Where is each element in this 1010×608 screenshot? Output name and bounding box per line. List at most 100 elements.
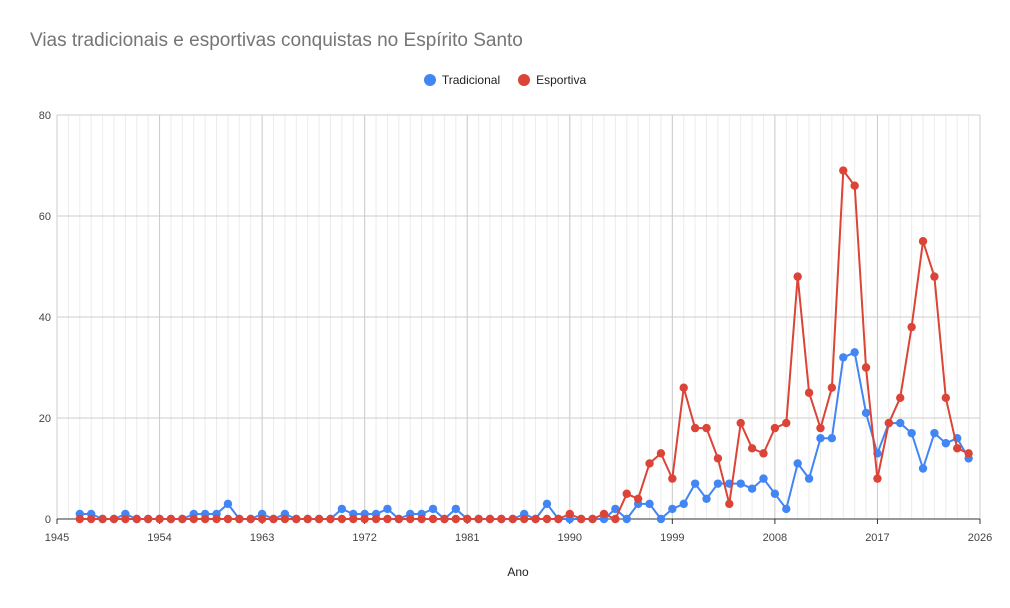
x-tick-label: 2017 [865,532,889,544]
data-point-esportiva [223,514,233,524]
data-point-esportiva [964,449,973,458]
data-point-tradicional [770,489,780,498]
data-point-esportiva [725,499,734,509]
data-point-esportiva [189,514,198,524]
data-point-esportiva [736,418,745,428]
data-point-esportiva [143,514,153,524]
data-point-esportiva [668,474,677,483]
data-point-tradicional [223,499,233,509]
data-point-esportiva [896,393,905,402]
data-point-esportiva [839,166,848,175]
data-point-tradicional [827,434,837,443]
data-point-esportiva [497,514,506,524]
data-point-esportiva [200,514,210,524]
data-point-esportiva [679,383,688,392]
y-tick-label: 0 [45,514,51,526]
data-point-tradicional [337,504,347,514]
data-point-tradicional [861,408,871,418]
data-point-tradicional [611,504,620,514]
data-point-esportiva [656,449,666,458]
data-point-esportiva [212,514,221,524]
data-point-esportiva [622,489,631,498]
legend-item-tradicional[interactable]: Tradicional [423,73,501,87]
data-point-esportiva [816,423,825,433]
data-point-tradicional [804,474,814,483]
data-point-esportiva [280,514,290,524]
data-point-esportiva [770,423,780,433]
data-point-esportiva [75,514,84,524]
y-tick-label: 80 [39,110,51,122]
data-point-esportiva [690,423,700,433]
x-tick-label: 1945 [45,532,69,544]
data-point-esportiva [269,514,278,524]
data-point-esportiva [713,454,723,463]
data-point-tradicional [383,504,392,514]
data-point-esportiva [383,514,392,524]
data-point-esportiva [827,383,837,392]
data-point-esportiva [702,423,711,433]
data-point-esportiva [508,514,518,524]
data-point-tradicional [542,499,552,509]
data-point-esportiva [918,237,928,246]
data-point-esportiva [588,514,597,524]
data-point-esportiva [485,514,495,524]
data-point-tradicional [918,464,928,473]
data-point-esportiva [474,514,483,524]
data-point-esportiva [576,514,586,524]
data-point-esportiva [246,514,255,524]
data-point-tradicional [656,514,666,524]
x-tick-label: 1981 [455,532,479,544]
data-point-esportiva [554,514,563,524]
data-point-esportiva [440,514,449,524]
data-point-esportiva [953,444,962,453]
data-point-tradicional [793,459,802,468]
x-tick-label: 1999 [660,532,684,544]
data-point-tradicional [816,434,825,443]
data-point-esportiva [519,514,529,524]
data-point-tradicional [679,499,688,509]
data-point-esportiva [941,393,951,402]
data-point-esportiva [428,514,438,524]
data-point-tradicional [668,504,677,514]
legend-marker-tradicional [423,74,436,86]
data-point-tradicional [850,348,859,357]
data-point-esportiva [371,514,381,524]
x-tick-label: 1954 [147,532,171,544]
data-point-tradicional [690,479,700,488]
data-point-esportiva [257,514,267,524]
data-point-esportiva [633,494,643,503]
x-axis-title: Ano [507,565,529,579]
chart-title: Vias tradicionais e esportivas conquista… [30,30,523,51]
series-esportiva [75,166,973,524]
x-tick-label: 1990 [558,532,582,544]
data-point-tradicional [930,428,939,438]
legend-item-esportiva[interactable]: Esportiva [518,73,586,87]
x-tick-label: 2026 [968,532,992,544]
data-point-esportiva [166,514,176,524]
data-point-esportiva [850,181,859,190]
legend-marker-esportiva [518,74,531,86]
grid [56,114,981,524]
data-point-tradicional [896,418,905,428]
data-point-esportiva [314,514,324,524]
legend-label-tradicional: Tradicional [441,73,501,87]
data-point-tradicional [451,504,461,514]
data-point-tradicional [713,479,723,488]
y-tick-label: 20 [39,413,51,425]
data-point-tradicional [428,504,438,514]
data-point-esportiva [463,514,472,524]
data-point-esportiva [531,514,540,524]
data-point-esportiva [326,514,335,524]
y-tick-label: 60 [39,211,51,223]
data-point-esportiva [394,514,404,524]
legend: Tradicional Esportiva [0,73,1010,87]
data-point-tradicional [702,494,711,503]
data-point-tradicional [759,474,768,483]
data-point-tradicional [747,484,757,493]
x-tick-label: 2008 [763,532,787,544]
data-point-esportiva [930,272,939,281]
data-point-esportiva [804,388,814,397]
data-point-esportiva [417,514,426,524]
data-point-esportiva [599,509,609,519]
x-tick-label: 1972 [352,532,376,544]
